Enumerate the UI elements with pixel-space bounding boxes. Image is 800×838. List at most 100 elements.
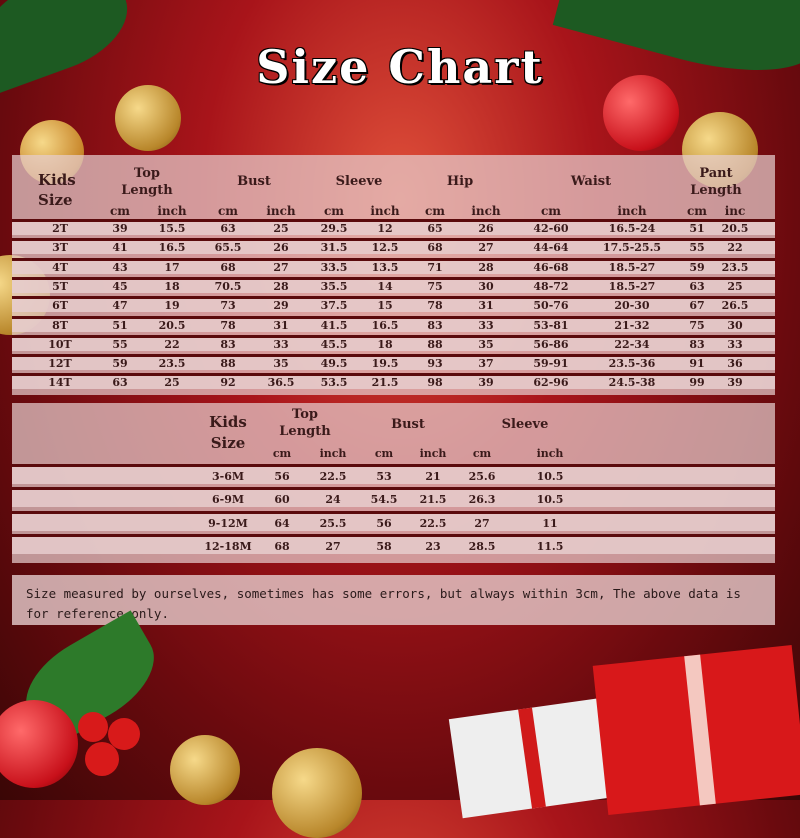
value-cell: 18.5-27 <box>608 279 656 293</box>
size-cell: 4T <box>52 260 68 274</box>
value-cell: 23.5-36 <box>608 357 656 371</box>
value-cell: 27 <box>474 516 490 530</box>
value-cell: 20-30 <box>614 299 650 313</box>
value-cell: 42-60 <box>533 222 569 235</box>
value-cell: 18.5-27 <box>608 260 656 274</box>
value-cell: 26.5 <box>721 299 749 313</box>
value-cell: 27 <box>478 241 494 255</box>
value-cell: 99 <box>689 376 705 390</box>
value-cell: 59 <box>112 357 128 371</box>
value-cell: 28.5 <box>468 539 496 553</box>
table-row <box>12 219 775 235</box>
table-row <box>12 464 775 484</box>
value-cell: 33 <box>478 318 494 332</box>
column-header: Sleeve <box>501 417 549 432</box>
column-header: Sleeve <box>335 174 383 189</box>
value-cell: 39 <box>478 376 494 390</box>
value-cell: 49.5 <box>320 357 348 371</box>
value-cell: 98 <box>427 376 443 390</box>
value-cell: 35 <box>273 357 289 371</box>
value-cell: 36 <box>727 357 743 371</box>
value-cell: 63 <box>689 279 705 293</box>
value-cell: 25 <box>273 222 289 235</box>
value-cell: 29 <box>273 299 289 313</box>
value-cell: 37.5 <box>320 299 348 313</box>
value-cell: 21-32 <box>614 318 650 332</box>
value-cell: 63 <box>220 222 236 235</box>
value-cell: 53-81 <box>533 318 569 332</box>
holly-berry-icon <box>78 712 108 742</box>
value-cell: 67 <box>689 299 705 313</box>
red-ornament-icon <box>0 700 78 788</box>
value-cell: 70.5 <box>214 279 242 293</box>
value-cell: 59-91 <box>533 357 569 371</box>
unit-label: inch <box>471 204 501 218</box>
unit-label: cm <box>540 204 562 218</box>
table-row <box>12 296 775 313</box>
size-cell: 2T <box>52 222 68 235</box>
value-cell: 91 <box>689 357 705 371</box>
value-cell: 10.5 <box>536 493 564 507</box>
value-cell: 17 <box>164 260 180 274</box>
value-cell: 29.5 <box>320 222 348 235</box>
value-cell: 92 <box>220 376 236 390</box>
unit-label: cm <box>109 204 131 218</box>
value-cell: 17.5-25.5 <box>602 241 662 255</box>
value-cell: 59 <box>689 260 705 274</box>
unit-label: inch <box>370 204 400 218</box>
value-cell: 30 <box>727 318 743 332</box>
unit-label: cm <box>686 204 708 218</box>
holly-berry-icon <box>85 742 119 776</box>
value-cell: 33.5 <box>320 260 348 274</box>
size-cell: 14T <box>48 376 72 390</box>
value-cell: 33 <box>727 337 743 351</box>
value-cell: 48-72 <box>533 279 569 293</box>
unit-label: cm <box>374 447 394 460</box>
value-cell: 19.5 <box>371 357 399 371</box>
value-cell: 12 <box>377 222 393 235</box>
value-cell: 75 <box>427 279 443 293</box>
value-cell: 22.5 <box>419 516 447 530</box>
value-cell: 28 <box>273 279 289 293</box>
size-cell: 10T <box>48 337 72 351</box>
value-cell: 50-76 <box>533 299 569 313</box>
table-row <box>12 334 775 351</box>
column-header: Pant Length <box>690 166 742 198</box>
value-cell: 47 <box>112 299 128 313</box>
column-header: Top Length <box>279 407 331 439</box>
unit-label: cm <box>323 204 345 218</box>
size-cell: 3T <box>52 241 68 255</box>
value-cell: 88 <box>427 337 443 351</box>
value-cell: 25 <box>164 376 180 390</box>
table-row <box>12 276 775 293</box>
holly-berry-icon <box>108 718 140 750</box>
table-row <box>12 354 775 371</box>
value-cell: 83 <box>220 337 236 351</box>
value-cell: 10.5 <box>536 470 564 483</box>
value-cell: 11.5 <box>536 539 564 553</box>
column-header: Bust <box>391 417 425 432</box>
value-cell: 22 <box>164 337 180 351</box>
value-cell: 68 <box>220 260 236 274</box>
table-row <box>12 510 775 531</box>
value-cell: 23.5 <box>721 260 749 274</box>
value-cell: 55 <box>112 337 128 351</box>
value-cell: 71 <box>427 260 443 274</box>
unit-label: cm <box>272 447 292 460</box>
value-cell: 36.5 <box>267 376 295 390</box>
column-header: Top Length <box>121 166 173 198</box>
value-cell: 39 <box>112 222 128 235</box>
size-cell: 12T <box>48 357 72 371</box>
value-cell: 55 <box>689 241 705 255</box>
value-cell: 15 <box>377 299 393 313</box>
unit-label: inch <box>266 204 296 218</box>
value-cell: 62-96 <box>533 376 569 390</box>
value-cell: 26.3 <box>468 493 496 507</box>
value-cell: 37 <box>478 357 494 371</box>
value-cell: 21 <box>425 470 441 483</box>
unit-label: cm <box>424 204 446 218</box>
value-cell: 16.5-24 <box>608 222 656 235</box>
value-cell: 35 <box>478 337 494 351</box>
value-cell: 22-34 <box>614 337 650 351</box>
value-cell: 83 <box>427 318 443 332</box>
